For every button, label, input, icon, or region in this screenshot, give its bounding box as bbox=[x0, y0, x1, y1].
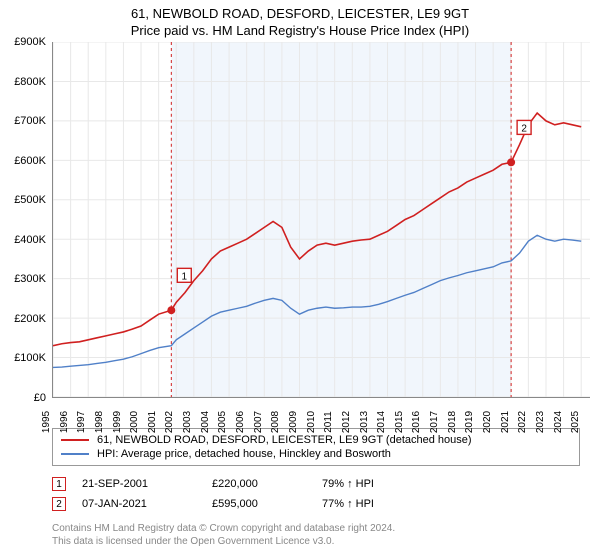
legend-box: 61, NEWBOLD ROAD, DESFORD, LEICESTER, LE… bbox=[52, 428, 580, 466]
chart-area: £0£100K£200K£300K£400K£500K£600K£700K£80… bbox=[52, 42, 590, 422]
legend-label: 61, NEWBOLD ROAD, DESFORD, LEICESTER, LE… bbox=[97, 434, 472, 446]
legend-swatch bbox=[61, 439, 89, 441]
plot-region: 12 bbox=[52, 42, 590, 398]
chart-container: 61, NEWBOLD ROAD, DESFORD, LEICESTER, LE… bbox=[0, 0, 600, 560]
title-subtitle: Price paid vs. HM Land Registry's House … bbox=[0, 23, 600, 38]
x-tick-label: 2006 bbox=[235, 411, 246, 433]
x-tick-label: 2019 bbox=[464, 411, 475, 433]
y-tick-label: £700K bbox=[14, 115, 46, 127]
footer-attribution: Contains HM Land Registry data © Crown c… bbox=[52, 522, 580, 548]
chart-svg: 12 bbox=[53, 42, 590, 397]
sale-price: £220,000 bbox=[212, 478, 322, 490]
x-tick-label: 2025 bbox=[570, 411, 581, 433]
legend-row: HPI: Average price, detached house, Hinc… bbox=[61, 447, 571, 461]
legend-row: 61, NEWBOLD ROAD, DESFORD, LEICESTER, LE… bbox=[61, 433, 571, 447]
x-tick-label: 2009 bbox=[288, 411, 299, 433]
sale-pct: 77% ↑ HPI bbox=[322, 498, 442, 510]
x-tick-label: 1996 bbox=[59, 411, 70, 433]
x-tick-label: 2011 bbox=[323, 411, 334, 433]
x-tick-label: 2005 bbox=[217, 411, 228, 433]
x-tick-label: 2007 bbox=[253, 411, 264, 433]
x-tick-label: 2018 bbox=[447, 411, 458, 433]
svg-text:2: 2 bbox=[521, 123, 527, 134]
x-tick-label: 2023 bbox=[535, 411, 546, 433]
footer-line1: Contains HM Land Registry data © Crown c… bbox=[52, 522, 580, 535]
x-tick-label: 1999 bbox=[112, 411, 123, 433]
x-tick-label: 2002 bbox=[164, 411, 175, 433]
x-tick-label: 2010 bbox=[306, 411, 317, 433]
x-tick-label: 1995 bbox=[41, 411, 52, 433]
sale-marker: 1 bbox=[52, 477, 66, 491]
x-tick-label: 2024 bbox=[553, 411, 564, 433]
x-tick-label: 2020 bbox=[482, 411, 493, 433]
y-tick-label: £0 bbox=[34, 392, 46, 404]
footer-line2: This data is licensed under the Open Gov… bbox=[52, 535, 580, 548]
y-tick-label: £300K bbox=[14, 273, 46, 285]
x-tick-label: 2003 bbox=[182, 411, 193, 433]
y-tick-label: £800K bbox=[14, 76, 46, 88]
x-tick-label: 2012 bbox=[341, 411, 352, 433]
y-tick-label: £100K bbox=[14, 352, 46, 364]
x-tick-label: 2016 bbox=[411, 411, 422, 433]
x-tick-label: 2022 bbox=[517, 411, 528, 433]
y-tick-label: £600K bbox=[14, 155, 46, 167]
sale-date: 21-SEP-2001 bbox=[82, 478, 212, 490]
y-tick-label: £400K bbox=[14, 234, 46, 246]
x-tick-label: 2021 bbox=[500, 411, 511, 433]
y-tick-label: £500K bbox=[14, 194, 46, 206]
x-tick-label: 1997 bbox=[76, 411, 87, 433]
sales-table: 1 21-SEP-2001£220,00079% ↑ HPI 2 07-JAN-202… bbox=[52, 474, 580, 514]
x-tick-label: 2008 bbox=[270, 411, 281, 433]
sale-row: 2 07-JAN-2021£595,00077% ↑ HPI bbox=[52, 494, 580, 514]
svg-text:1: 1 bbox=[182, 271, 188, 282]
x-tick-label: 2017 bbox=[429, 411, 440, 433]
sale-date: 07-JAN-2021 bbox=[82, 498, 212, 510]
x-tick-label: 2013 bbox=[359, 411, 370, 433]
legend-swatch bbox=[61, 453, 89, 455]
legend-label: HPI: Average price, detached house, Hinc… bbox=[97, 448, 391, 460]
x-tick-label: 2004 bbox=[200, 411, 211, 433]
sale-marker: 2 bbox=[52, 497, 66, 511]
x-tick-label: 2001 bbox=[147, 411, 158, 433]
x-tick-label: 2015 bbox=[394, 411, 405, 433]
sale-row: 1 21-SEP-2001£220,00079% ↑ HPI bbox=[52, 474, 580, 494]
y-tick-label: £900K bbox=[14, 36, 46, 48]
sale-pct: 79% ↑ HPI bbox=[322, 478, 442, 490]
x-tick-label: 2000 bbox=[129, 411, 140, 433]
title-address: 61, NEWBOLD ROAD, DESFORD, LEICESTER, LE… bbox=[0, 6, 600, 21]
x-tick-label: 1998 bbox=[94, 411, 105, 433]
title-block: 61, NEWBOLD ROAD, DESFORD, LEICESTER, LE… bbox=[0, 0, 600, 42]
x-tick-label: 2014 bbox=[376, 411, 387, 433]
sale-price: £595,000 bbox=[212, 498, 322, 510]
y-axis: £0£100K£200K£300K£400K£500K£600K£700K£80… bbox=[0, 42, 50, 398]
y-tick-label: £200K bbox=[14, 313, 46, 325]
x-axis: 1995199619971998199920002001200220032004… bbox=[52, 398, 590, 422]
